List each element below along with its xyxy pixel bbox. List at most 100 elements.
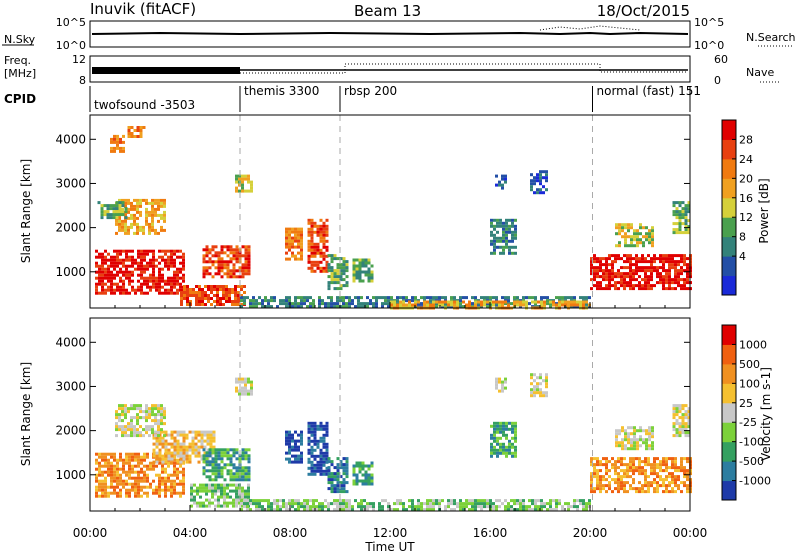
data-cell	[531, 502, 534, 506]
data-cell	[176, 430, 180, 434]
data-cell	[223, 266, 227, 270]
data-cell	[387, 508, 390, 512]
data-cell	[545, 376, 548, 380]
data-cell	[158, 442, 162, 446]
data-cell	[182, 436, 186, 440]
data-cell	[202, 504, 205, 508]
data-cell	[358, 273, 362, 277]
data-cell	[134, 485, 137, 489]
data-cell	[193, 489, 196, 493]
data-cell	[336, 457, 340, 461]
data-cell	[327, 275, 331, 279]
data-cell	[288, 433, 291, 437]
data-cell	[98, 485, 101, 489]
data-cell	[618, 432, 621, 436]
data-cell	[493, 224, 496, 228]
data-cell	[502, 442, 505, 446]
data-cell	[321, 502, 324, 506]
data-cell	[127, 210, 130, 214]
power-data	[95, 126, 692, 310]
data-cell	[372, 296, 375, 300]
data-cell	[118, 413, 121, 417]
data-cell	[680, 287, 683, 291]
data-cell	[499, 445, 502, 449]
data-cell	[127, 129, 131, 132]
data-cell	[130, 431, 133, 435]
data-cell	[348, 505, 351, 509]
data-cell	[651, 432, 654, 436]
data-cell	[119, 285, 122, 289]
data-cell	[623, 260, 626, 264]
data-cell	[662, 490, 665, 494]
data-cell	[333, 502, 336, 506]
data-cell	[496, 430, 499, 434]
data-cell	[641, 466, 644, 470]
data-cell	[148, 231, 151, 235]
data-cell	[647, 266, 650, 270]
data-cell	[307, 245, 311, 249]
data-cell	[325, 466, 329, 470]
data-cell	[474, 508, 477, 512]
data-cell	[106, 216, 110, 220]
data-cell	[590, 266, 593, 270]
data-cell	[167, 279, 170, 283]
data-cell	[179, 464, 182, 468]
data-cell	[157, 407, 160, 411]
data-cell	[642, 438, 645, 442]
data-cell	[191, 436, 195, 440]
data-cell	[390, 508, 393, 512]
data-cell	[164, 252, 167, 256]
data-cell	[211, 263, 215, 267]
colorbar-swatch	[722, 325, 736, 345]
data-cell	[617, 257, 620, 261]
data-cell	[367, 473, 371, 477]
data-cell	[633, 438, 636, 442]
data-cell	[104, 476, 107, 480]
data-cell	[255, 502, 258, 506]
data-cell	[330, 269, 334, 273]
data-cell	[309, 499, 312, 503]
data-cell	[205, 492, 208, 496]
data-cell	[170, 258, 173, 262]
data-cell	[307, 448, 311, 452]
data-cell	[128, 467, 131, 471]
data-cell	[542, 379, 545, 383]
data-cell	[648, 229, 651, 233]
data-cell	[98, 467, 101, 471]
data-cell	[155, 442, 159, 446]
data-cell	[101, 267, 104, 271]
data-cell	[182, 273, 185, 277]
data-cell	[294, 296, 297, 300]
data-cell	[223, 260, 227, 264]
data-cell	[330, 275, 334, 279]
data-cell	[641, 266, 644, 270]
data-cell	[653, 460, 656, 464]
data-cell	[611, 284, 614, 288]
data-cell	[505, 436, 508, 440]
data-cell	[250, 389, 253, 393]
data-cell	[342, 469, 346, 473]
data-cell	[235, 489, 238, 493]
data-cell	[130, 422, 133, 426]
data-cell	[193, 501, 196, 505]
data-cell	[596, 472, 599, 476]
data-cell	[115, 413, 118, 417]
data-cell	[318, 305, 321, 309]
data-cell	[342, 269, 346, 273]
data-cell	[307, 427, 311, 431]
data-cell	[247, 189, 250, 193]
data-cell	[179, 282, 182, 286]
data-cell	[244, 251, 248, 255]
data-cell	[645, 441, 648, 445]
data-cell	[668, 275, 671, 279]
data-cell	[226, 266, 230, 270]
data-cell	[429, 299, 432, 303]
data-cell	[288, 499, 291, 503]
data-cell	[325, 469, 329, 473]
data-cell	[536, 382, 539, 386]
data-cell	[336, 281, 340, 285]
data-cell	[124, 425, 127, 429]
data-cell	[297, 257, 300, 261]
data-cell	[672, 434, 676, 438]
data-cell	[244, 392, 247, 396]
